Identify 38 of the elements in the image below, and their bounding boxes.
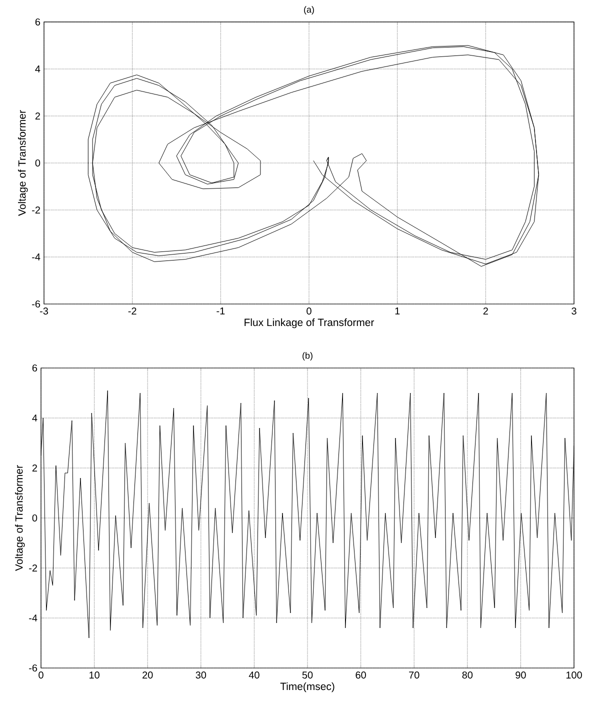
x-tick-label: 50 [302, 672, 313, 679]
x-tick-label: -3 [40, 308, 48, 315]
x-tick-label: -2 [128, 308, 136, 314]
y-axis-title: Voltage of Transformer [18, 110, 28, 216]
y-tick-label: 4 [32, 414, 38, 422]
y-axis-title: Voltage of Transformer [15, 465, 25, 571]
y-tick-label: 6 [32, 364, 38, 372]
x-axis-title: Time(msec) [280, 682, 334, 692]
x-tick-label: 70 [409, 672, 420, 679]
x-tick-label: 80 [462, 672, 473, 679]
y-tick-label: 0 [35, 159, 40, 167]
x-tick-label: 1 [395, 308, 400, 314]
x-tick-label: 60 [356, 672, 366, 679]
y-tick-label: 2 [35, 112, 40, 120]
x-tick-label: 100 [566, 672, 582, 679]
x-tick-label: 40 [248, 672, 260, 679]
x-tick-label: 30 [196, 672, 206, 679]
y-tick-label: 0 [32, 514, 38, 522]
y-tick-label: -2 [29, 564, 37, 572]
y-tick-label: -2 [32, 206, 40, 214]
y-tick-label: -6 [29, 664, 38, 672]
x-tick-label: 0 [306, 308, 312, 315]
chart-title: (b) [302, 352, 312, 361]
y-tick-label: -4 [29, 614, 38, 622]
y-tick-label: 4 [35, 66, 40, 72]
x-tick-label: -1 [216, 308, 225, 314]
y-tick-label: -4 [32, 254, 40, 260]
line-series [88, 45, 539, 267]
x-tick-label: 20 [142, 672, 153, 679]
chart-title: (a) [304, 6, 314, 14]
y-tick-label: -6 [32, 300, 40, 308]
x-tick-label: 2 [483, 308, 488, 314]
y-tick-label: 2 [32, 464, 37, 472]
x-axis-title: Flux Linkage of Transformer [244, 318, 374, 328]
x-tick-label: 10 [90, 672, 100, 679]
x-tick-label: 3 [572, 308, 576, 315]
y-tick-label: 6 [35, 18, 40, 26]
x-tick-label: 90 [516, 672, 526, 679]
